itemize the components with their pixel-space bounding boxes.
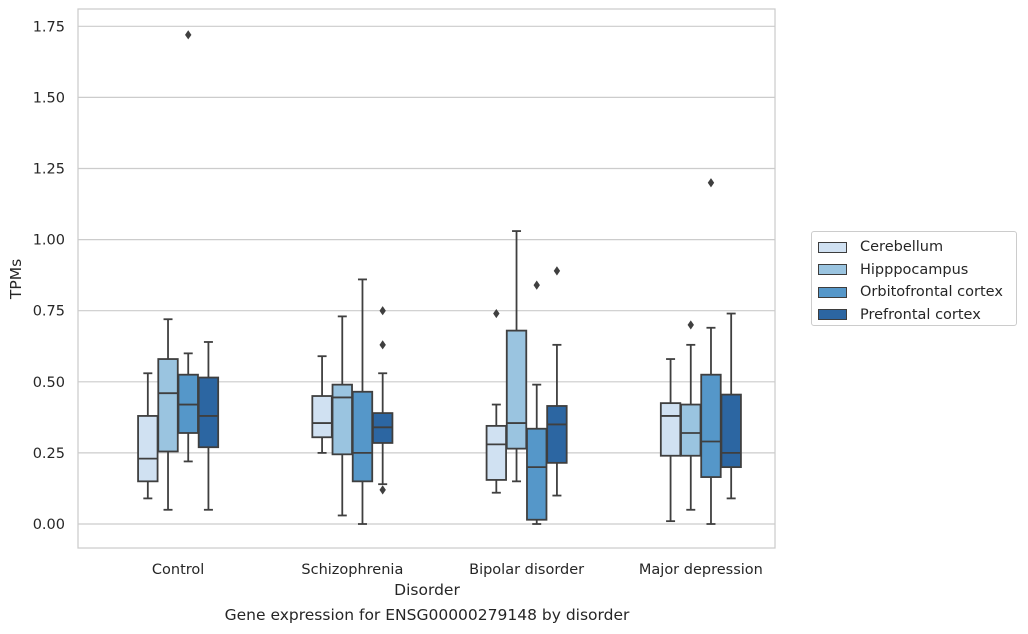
box-hipppocampus [505, 230, 528, 483]
y-tick-labels: 0.00 0.25 0.50 0.75 1.00 1.25 1.50 1.75 [33, 19, 65, 533]
y-tick-label: 0.50 [33, 375, 65, 391]
outlier-point [687, 320, 694, 330]
legend-item: Cerebellum [818, 236, 1016, 259]
legend-item: Hipppocampus [818, 259, 1016, 282]
legend-item: Prefrontal cortex [818, 304, 1016, 327]
box-iqr [659, 402, 682, 457]
x-tick-label: Control [152, 562, 204, 578]
y-tick-label: 1.00 [33, 233, 65, 249]
box-cerebellum [485, 308, 507, 494]
box-iqr [331, 383, 353, 456]
outlier-point [533, 280, 540, 290]
box-iqr [680, 403, 702, 457]
box-iqr [720, 393, 742, 469]
y-tick-label: 0.25 [33, 446, 65, 462]
outlier-point [379, 340, 386, 350]
y-axis-label: TPMs [7, 259, 25, 300]
y-tick-label: 1.75 [33, 19, 65, 35]
x-axis-label: Disorder [394, 581, 460, 599]
box-orbitofrontal-cortex [526, 280, 548, 525]
box-plots [137, 30, 742, 525]
box-iqr [157, 358, 179, 453]
box-hipppocampus [331, 315, 353, 517]
legend-swatch [818, 309, 847, 321]
box-iqr [311, 395, 333, 439]
box-orbitofrontal-cortex [700, 178, 722, 525]
outlier-point [493, 308, 500, 319]
box-iqr [505, 329, 528, 450]
chart-title: Gene expression for ENSG00000279148 by d… [224, 606, 630, 624]
box-hipppocampus [157, 318, 179, 511]
y-tick-label: 0.00 [33, 517, 65, 533]
box-prefrontal-cortex [546, 266, 568, 497]
x-tick-label: Bipolar disorder [469, 562, 584, 578]
legend-swatch [818, 264, 847, 276]
legend-label: Prefrontal cortex [860, 306, 981, 323]
box-iqr [351, 390, 374, 483]
y-tick-label: 1.50 [33, 90, 65, 106]
legend-item: Orbitofrontal cortex [818, 281, 1016, 304]
box-iqr [197, 376, 220, 449]
box-prefrontal-cortex [720, 312, 742, 500]
box-iqr [546, 405, 568, 464]
legend-label: Orbitofrontal cortex [860, 284, 1003, 301]
x-tick-label: Schizophrenia [301, 562, 403, 578]
box-prefrontal-cortex [197, 341, 220, 511]
x-tick-label: Major depression [639, 562, 763, 578]
outlier-point [379, 306, 386, 316]
box-cerebellum [659, 358, 682, 523]
box-iqr [137, 415, 159, 483]
box-hipppocampus [680, 320, 702, 511]
plot-frame [77, 8, 776, 549]
box-iqr [526, 427, 548, 521]
box-iqr [485, 424, 507, 481]
legend-label: Cerebellum [860, 239, 944, 256]
box-iqr [700, 373, 722, 478]
outlier-point [379, 485, 386, 495]
outlier-point [553, 266, 561, 276]
x-tick-labels: Control Schizophrenia Bipolar disorder Majo… [152, 562, 763, 578]
box-cerebellum [137, 372, 159, 500]
legend: Cerebellum Hipppocampus Orbitofrontal cort… [811, 231, 1017, 326]
y-tick-label: 0.75 [33, 304, 65, 320]
outlier-point [185, 30, 192, 40]
y-tick-label: 1.25 [33, 162, 65, 178]
legend-swatch [818, 241, 847, 253]
box-cerebellum [311, 355, 333, 454]
box-prefrontal-cortex [372, 306, 394, 495]
legend-swatch [818, 286, 847, 298]
outlier-point [707, 178, 715, 188]
legend-label: Hipppocampus [860, 261, 969, 278]
box-orbitofrontal-cortex [351, 278, 374, 525]
box-orbitofrontal-cortex [177, 30, 199, 463]
